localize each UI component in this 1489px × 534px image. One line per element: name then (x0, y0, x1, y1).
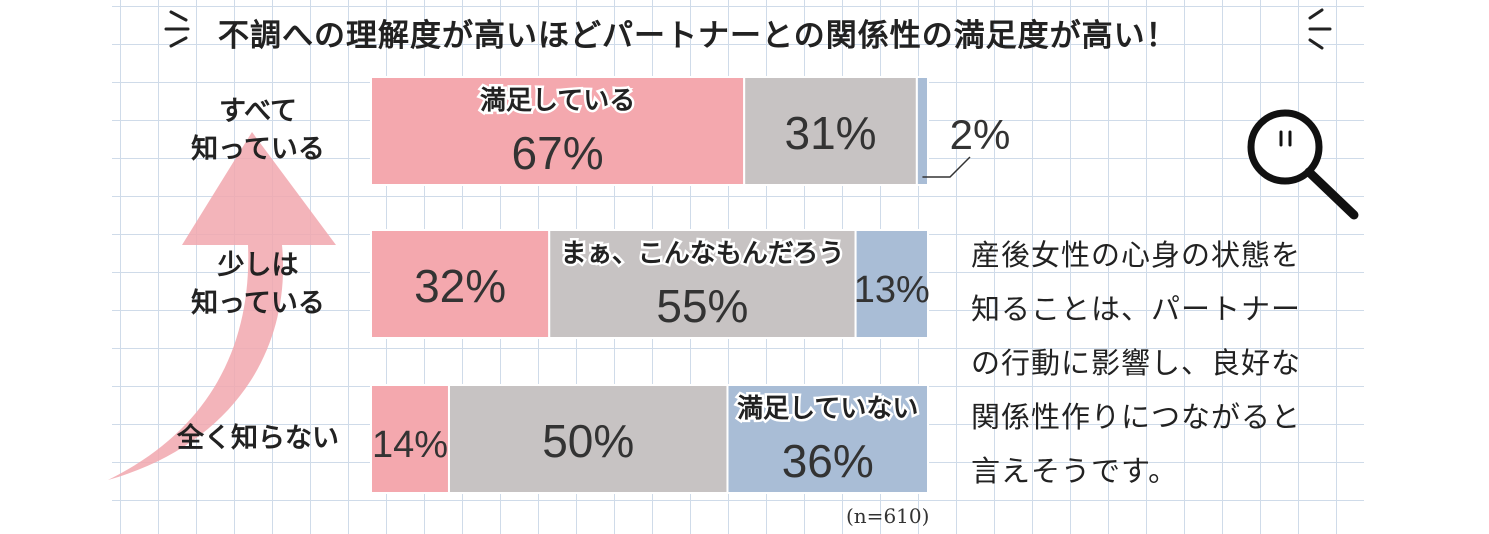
data-label: 55% (656, 280, 748, 332)
bar-segment (915, 76, 929, 186)
bar-segment (743, 76, 918, 186)
data-label: 31% (784, 107, 876, 159)
zigzag-right-icon (1308, 8, 1332, 50)
chart-title: 不調への理解度が高いほどパートナーとの関係性の満足度が高い！ (218, 18, 1178, 54)
data-label: 67% (512, 127, 604, 179)
bar-segment (726, 384, 929, 494)
note-line: 言えそうです。 (971, 454, 1179, 488)
series-name-label: まぁ、こんなもんだろう (560, 239, 844, 269)
category-label: すべて 知っている (191, 96, 325, 165)
bar-segment (370, 384, 450, 494)
category-label: 全く知らない (177, 423, 339, 454)
bar-segment (370, 229, 551, 339)
zigzag-left-icon (164, 10, 190, 48)
category-label: 少しは 知っている (191, 250, 325, 319)
data-label: 2% (950, 111, 1011, 158)
note-line: の行動に影響し、良好な (971, 346, 1302, 380)
sample-size-label: (n=610) (846, 504, 930, 528)
up-arrow-icon (108, 132, 336, 480)
magnifier-icon (1247, 109, 1359, 220)
data-label: 36% (782, 435, 874, 487)
data-label: 13% (854, 269, 930, 311)
note-line: 知ることは、パートナー (971, 292, 1302, 326)
series-name-label: 満足している (480, 86, 635, 116)
data-label: 32% (414, 260, 506, 312)
series-name-label: 満足していない (737, 394, 918, 424)
note-text: 産後女性の心身の状態を 知ることは、パートナー の行動に影響し、良好な 関係性作… (971, 228, 1343, 498)
note-line: 産後女性の心身の状態を (971, 238, 1302, 272)
note-line: 関係性作りにつながると (971, 400, 1302, 434)
data-label: 50% (542, 415, 634, 467)
leader-line (922, 156, 971, 178)
data-label: 14% (372, 424, 448, 466)
bar-segment (854, 229, 930, 339)
